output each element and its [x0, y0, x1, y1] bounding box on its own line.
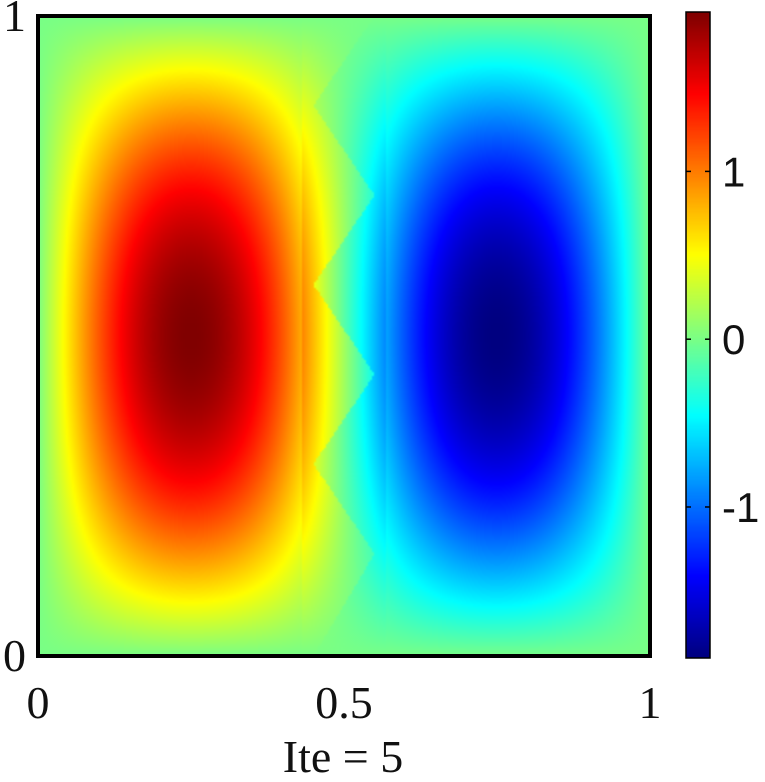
- y-axis-ticks: 01: [3, 0, 26, 681]
- colorbar-gradient: [686, 12, 710, 658]
- y-tick-label: 0: [3, 630, 26, 681]
- colorbar-tick-label: 1: [722, 148, 745, 195]
- colorbar: -1 0 1: [685, 11, 759, 659]
- x-tick-label: 1: [639, 677, 662, 728]
- x-axis-ticks: 0 0.5 1: [27, 677, 662, 728]
- x-tick-label: 0.5: [315, 677, 373, 728]
- colorbar-ticks: -1 0 1: [686, 148, 759, 531]
- colorbar-frame: [685, 11, 711, 659]
- x-axis-label: Ite = 5: [283, 731, 403, 782]
- x-tick-label: 0: [27, 677, 50, 728]
- field-heatmap: [38, 16, 650, 656]
- colorbar-tick-label: 0: [722, 316, 745, 363]
- plot-frame: [36, 14, 652, 658]
- colorbar-tick-label: -1: [722, 484, 759, 531]
- y-tick-label: 1: [3, 0, 26, 41]
- plot-area: [36, 14, 652, 658]
